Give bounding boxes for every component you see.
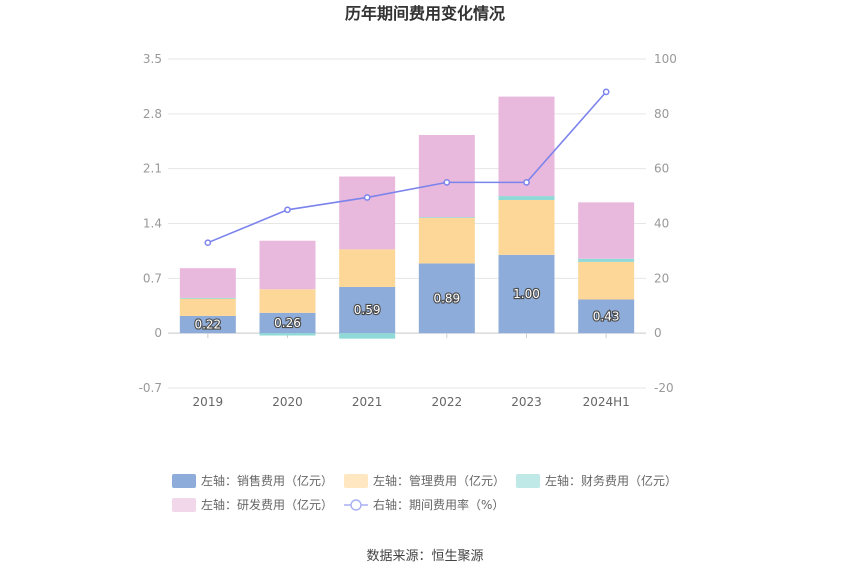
y-left-tick-label: 3.5 bbox=[143, 52, 162, 66]
y-right-tick-label: 80 bbox=[654, 107, 669, 121]
source-note: 数据来源：恒生聚源 bbox=[366, 549, 483, 564]
bar-value-label: 0.26 bbox=[274, 316, 301, 330]
y-left-tick-label: 0 bbox=[154, 326, 162, 340]
y-left-tick-label: 2.1 bbox=[143, 162, 162, 176]
bar bbox=[339, 286, 396, 334]
axes: -0.7 0 0.7 1.4 2.1 2.8 3.5 -20 0 20 40 60 80 100 2019 2… bbox=[139, 52, 677, 409]
bar bbox=[339, 333, 396, 339]
y-right-tick-label: -20 bbox=[654, 381, 674, 395]
legend: 左轴：销售费用（亿元） 左轴：管理费用（亿元） 左轴：财务费用（亿元） 左轴：研发费用… bbox=[172, 473, 677, 512]
x-tick-label: 2024H1 bbox=[583, 395, 630, 409]
bar-value-label: 0.22 bbox=[194, 318, 221, 332]
bar bbox=[498, 254, 555, 334]
grid bbox=[168, 58, 646, 389]
bar bbox=[339, 249, 396, 287]
rate-point bbox=[363, 194, 371, 201]
bar bbox=[578, 261, 635, 300]
rate-point bbox=[523, 179, 530, 186]
bar bbox=[259, 289, 316, 313]
x-tick-label: 2021 bbox=[352, 395, 383, 409]
legend-swatch bbox=[172, 474, 196, 488]
legend-swatch bbox=[172, 498, 196, 512]
bars bbox=[179, 96, 635, 339]
y-left-tick-label: -0.7 bbox=[139, 381, 162, 395]
bar bbox=[259, 333, 316, 336]
y-left-tick-label: 0.7 bbox=[143, 271, 162, 285]
x-tick-label: 2023 bbox=[511, 395, 542, 409]
bar bbox=[578, 202, 635, 259]
legend-item: 左轴：财务费用（亿元） bbox=[516, 473, 677, 488]
rate-line bbox=[207, 91, 607, 244]
bar bbox=[418, 217, 475, 219]
legend-label: 左轴：管理费用（亿元） bbox=[373, 473, 505, 488]
legend-item: 左轴：研发费用（亿元） bbox=[172, 497, 333, 512]
legend-item: 左轴：管理费用（亿元） bbox=[344, 473, 505, 488]
x-tick-label: 2020 bbox=[272, 395, 303, 409]
bar bbox=[578, 258, 635, 262]
data-labels: 0.22 0.26 0.59 0.89 1.00 0.43 bbox=[193, 286, 620, 333]
y-right-tick-label: 0 bbox=[654, 326, 662, 340]
line-series bbox=[204, 88, 610, 247]
legend-label: 左轴：研发费用（亿元） bbox=[201, 497, 333, 512]
y-right-tick-label: 60 bbox=[654, 162, 669, 176]
x-tick-label: 2022 bbox=[432, 395, 463, 409]
bar bbox=[179, 297, 236, 299]
y-right-tick-label: 20 bbox=[654, 271, 669, 285]
bar bbox=[498, 196, 555, 200]
rate-point bbox=[204, 239, 212, 247]
x-tick-label: 2019 bbox=[193, 395, 224, 409]
y-left-tick-label: 1.4 bbox=[143, 217, 162, 231]
legend-label: 右轴：期间费用率（%） bbox=[373, 497, 504, 512]
bar-value-label: 0.43 bbox=[593, 309, 620, 323]
bar bbox=[179, 315, 236, 334]
chart-title: 历年期间费用变化情况 bbox=[345, 4, 505, 23]
rate-point bbox=[602, 88, 610, 96]
legend-item: 左轴：销售费用（亿元） bbox=[172, 473, 333, 488]
bar bbox=[339, 176, 396, 250]
y-right-tick-label: 40 bbox=[654, 217, 669, 231]
legend-marker bbox=[350, 499, 362, 511]
bar bbox=[578, 299, 635, 334]
bar bbox=[179, 298, 236, 316]
legend-label: 左轴：销售费用（亿元） bbox=[201, 473, 333, 488]
bar-value-label: 1.00 bbox=[513, 287, 540, 301]
bar bbox=[179, 268, 236, 298]
rate-point bbox=[443, 179, 451, 186]
bar bbox=[418, 218, 475, 264]
bar bbox=[259, 312, 316, 334]
rate-point bbox=[284, 206, 291, 214]
legend-swatch bbox=[344, 474, 368, 488]
y-left-tick-label: 2.8 bbox=[143, 107, 162, 121]
legend-swatch bbox=[516, 474, 540, 488]
bar-value-label: 0.89 bbox=[433, 291, 460, 305]
bar bbox=[259, 240, 316, 290]
bar-value-label: 0.59 bbox=[354, 303, 381, 317]
y-right-tick-label: 100 bbox=[654, 52, 677, 66]
legend-label: 左轴：财务费用（亿元） bbox=[545, 473, 677, 488]
bar bbox=[418, 134, 475, 218]
bar bbox=[418, 263, 475, 334]
legend-item: 右轴：期间费用率（%） bbox=[344, 497, 504, 512]
bar bbox=[498, 200, 555, 255]
